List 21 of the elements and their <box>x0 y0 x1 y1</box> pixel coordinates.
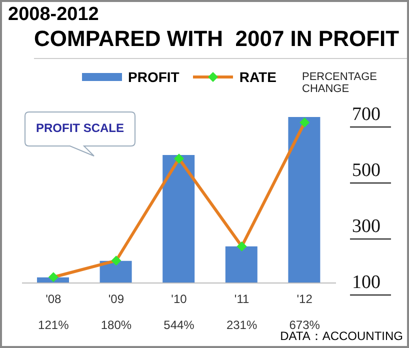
text: DATA：ACCOUNTING <box>280 329 403 345</box>
data-label: 231% <box>226 318 258 332</box>
x-tick-label: '12 <box>296 292 313 306</box>
y2-axis-title: PERCENTAGE CHANGE <box>302 71 378 95</box>
x-tick-label: '09 <box>108 292 124 306</box>
data-label: 544% <box>164 318 195 332</box>
legend-label: RATE <box>238 69 276 85</box>
y2-tick-label: 500 <box>352 160 380 181</box>
y2-tick-label: 300 <box>352 216 380 237</box>
legend-label: PROFIT <box>127 69 180 85</box>
chart-title: 2008-2012 <box>8 4 100 26</box>
data-label: 180% <box>100 318 132 332</box>
x-tick-label: '11 <box>234 292 250 306</box>
chart-subtitle: COMPARED WITH 2007 IN PROFIT <box>34 26 407 59</box>
data-label: 121% <box>38 318 70 332</box>
annotation: PROFIT SCALE <box>34 121 125 135</box>
x-tick-label: '10 <box>171 292 188 306</box>
y2-tick-label: 100 <box>352 272 380 293</box>
y2-tick-label: 700 <box>352 104 380 125</box>
x-tick-label: '08 <box>46 292 62 306</box>
data-label: 673% <box>289 318 320 332</box>
